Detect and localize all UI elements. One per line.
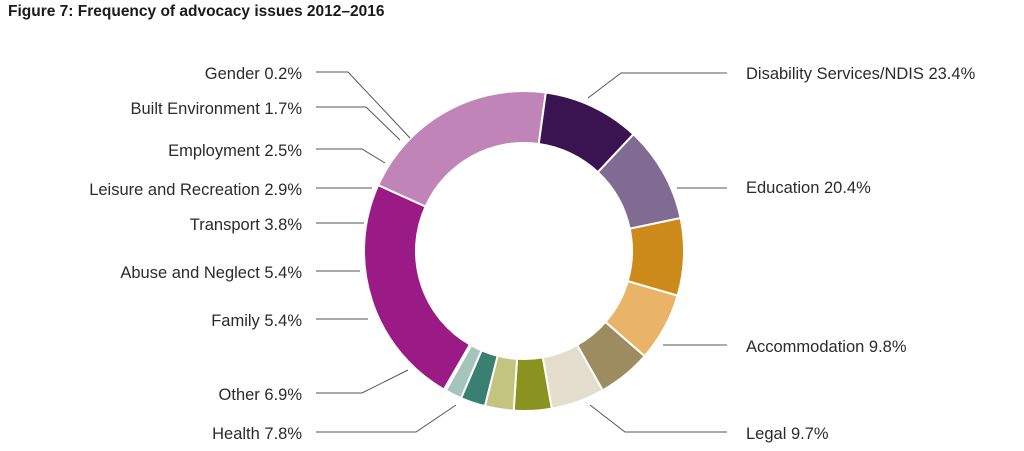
slice-gender xyxy=(442,343,473,392)
leader-line-built-environment xyxy=(316,106,401,141)
data-label-employment: Employment 2.5% xyxy=(168,142,302,160)
data-label-disability-services-ndis: Disability Services/NDIS 23.4% xyxy=(746,65,976,83)
leader-line-other xyxy=(316,369,409,394)
slice-disability-services-ndis xyxy=(363,183,472,391)
data-label-health: Health 7.8% xyxy=(212,425,302,443)
data-label-family: Family 5.4% xyxy=(211,312,302,330)
leader-line-legal xyxy=(589,404,727,433)
leader-line-employment xyxy=(316,148,386,164)
leader-line-disability-services-ndis xyxy=(587,72,727,99)
data-label-transport: Transport 3.8% xyxy=(190,216,303,234)
data-label-education: Education 20.4% xyxy=(746,179,871,197)
data-label-gender: Gender 0.2% xyxy=(205,65,303,83)
data-label-built-environment: Built Environment 1.7% xyxy=(130,100,302,118)
leader-line-health xyxy=(316,404,457,433)
data-label-abuse-and-neglect: Abuse and Neglect 5.4% xyxy=(120,264,302,282)
data-label-other: Other 6.9% xyxy=(219,386,303,404)
leader-line-gender xyxy=(316,71,411,139)
data-label-accommodation: Accommodation 9.8% xyxy=(746,338,907,356)
chart-title: Figure 7: Frequency of advocacy issues 2… xyxy=(8,3,385,20)
data-label-leisure-and-recreation: Leisure and Recreation 2.9% xyxy=(89,181,302,199)
data-label-legal: Legal 9.7% xyxy=(746,425,829,443)
slice-education xyxy=(376,90,547,208)
